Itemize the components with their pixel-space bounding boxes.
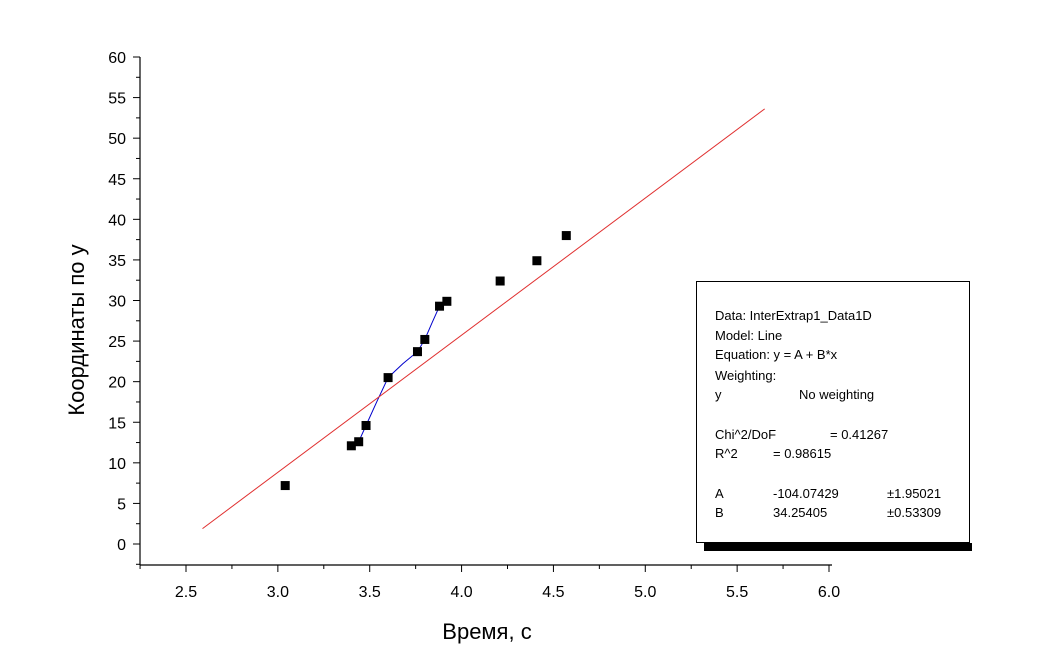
fit-line <box>202 108 765 530</box>
x-axis-title: Время, с <box>442 619 531 644</box>
y-tick-label: 50 <box>108 131 126 148</box>
x-tick-label: 5.0 <box>634 584 656 601</box>
x-tick-label: 4.0 <box>450 584 472 601</box>
x-tick-label: 2.5 <box>175 584 197 601</box>
fit-param-a-name: A <box>715 486 724 501</box>
x-tick-label: 3.5 <box>359 584 381 601</box>
x-tick-label: 4.5 <box>542 584 564 601</box>
y-tick-label: 20 <box>108 375 126 392</box>
fit-r2-label: R^2 <box>715 446 738 461</box>
data-point <box>412 347 422 357</box>
data-point <box>361 420 371 430</box>
fit-equation-line: Equation: y = A + B*x <box>715 347 838 362</box>
fit-box-shadow <box>704 543 972 551</box>
data-point <box>346 441 356 451</box>
y-tick-label: 10 <box>108 456 126 473</box>
y-tick-label: 30 <box>108 294 126 311</box>
data-point <box>495 276 505 286</box>
x-tick-label: 6.0 <box>818 584 840 601</box>
axes: 0 5 10 15 20 25 30 35 40 45 50 55 60 2.5 3.0 3.5 4.0 4.5 5… <box>108 50 840 601</box>
y-tick-label: 55 <box>108 91 126 108</box>
fit-param-b-name: B <box>715 505 724 520</box>
fit-param-b-error: ±0.53309 <box>887 505 942 520</box>
data-point <box>354 437 364 447</box>
y-tick-label: 0 <box>117 537 126 554</box>
y-tick-label: 15 <box>108 415 126 432</box>
data-point <box>442 296 452 306</box>
y-tick-label: 40 <box>108 212 126 229</box>
y-axis-title: Координаты по y <box>64 244 89 415</box>
x-tick-label: 5.5 <box>726 584 748 601</box>
y-tick-label: 45 <box>108 172 126 189</box>
y-tick-label: 35 <box>108 253 126 270</box>
y-tick-label: 60 <box>108 50 126 67</box>
fit-weighting-var: y <box>715 387 722 402</box>
fit-data-line: Data: InterExtrap1_Data1D <box>715 308 872 323</box>
fit-param-a-value: -104.07429 <box>773 486 839 501</box>
y-tick-label: 5 <box>117 496 126 513</box>
data-point <box>383 373 393 383</box>
fit-chi-label: Chi^2/DoF <box>715 427 777 442</box>
fit-param-a-error: ±1.95021 <box>887 486 942 501</box>
data-point <box>532 256 542 266</box>
fit-weighting-label: Weighting: <box>715 368 777 383</box>
y-tick-label: 25 <box>108 334 126 351</box>
plot-series <box>202 108 765 530</box>
data-point <box>420 334 430 344</box>
fit-r2-value: = 0.98615 <box>773 446 832 461</box>
data-point <box>561 231 571 241</box>
data-point <box>435 301 445 311</box>
x-tick-label: 3.0 <box>267 584 289 601</box>
fit-chi-value: = 0.41267 <box>830 427 889 442</box>
fit-param-b-value: 34.25405 <box>773 505 828 520</box>
data-point <box>280 481 290 491</box>
fit-results-box: Data: InterExtrap1_Data1D Model: Line Eq… <box>696 281 970 543</box>
interpolation-line <box>351 300 448 447</box>
fit-weighting-value: No weighting <box>799 387 875 402</box>
fit-model-line: Model: Line <box>715 328 783 343</box>
